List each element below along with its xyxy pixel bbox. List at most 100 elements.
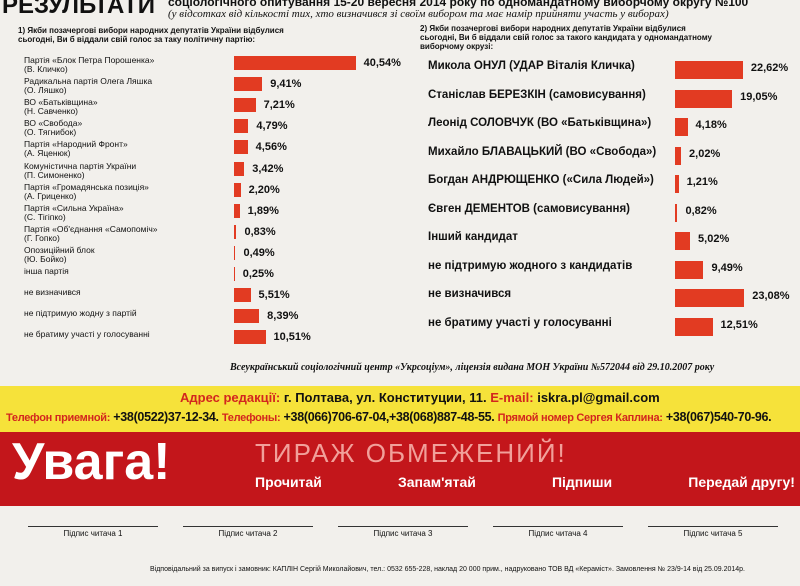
bar	[234, 288, 251, 303]
value-label: 4,79%	[256, 120, 288, 133]
label: Адрес редакції:	[180, 390, 281, 405]
signature: Підпис читача 5	[648, 526, 778, 538]
value-label: 8,39%	[267, 310, 299, 323]
bar	[234, 98, 256, 113]
category-label: Богдан АНДРЮЩЕНКО («Сила Людей»)	[428, 174, 654, 186]
value-label: 0,49%	[243, 246, 275, 259]
step: Прочитай	[255, 474, 322, 490]
value-label: 9,41%	[270, 78, 302, 91]
bar	[675, 89, 733, 108]
category-label: Опозиційний блок (Ю. Бойко)	[24, 244, 95, 264]
category-label: Партія «Об'єднання «Самопоміч» (Г. Гопко…	[24, 223, 158, 243]
step: Запам'ятай	[397, 474, 476, 490]
label: Телефон приемной:	[6, 412, 111, 424]
banner: Увага! ТИРАЖ ОБМЕЖЕНИЙ! Прочитай Запам'ят…	[0, 432, 800, 506]
value-label: 5,51%	[258, 289, 290, 302]
bar	[234, 330, 266, 345]
category-label: ВО «Батьківщина» (Н. Савченко)	[24, 97, 98, 117]
value-label: 0,82%	[685, 204, 717, 217]
category-label: Партія «Народний Фронт» (А. Яценюк)	[24, 139, 128, 159]
value-label: 12,51%	[720, 318, 758, 331]
step: Передай другу!	[688, 474, 795, 490]
category-label: інша партія	[24, 266, 69, 276]
category-label: Партія «Сильна Україна» (С. Тігіпко)	[24, 202, 124, 222]
bar	[234, 267, 235, 281]
subtitle: соціологічного опитування 15-20 вересня …	[168, 0, 749, 9]
value-label: 9,49%	[711, 261, 743, 274]
bar	[234, 245, 236, 260]
bar	[675, 118, 688, 136]
chart-title: 1) Якби позачергові вибори народних депу…	[18, 26, 284, 44]
category-label: Леонід СОЛОВЧУК (ВО «Батьківщина»)	[428, 117, 652, 129]
bar	[675, 289, 745, 307]
steps: Прочитай Запам'ятай Підпиши Передай другу!	[255, 474, 795, 490]
phone: +38(066)706-67-04,+38(068)887-48-55.	[283, 410, 495, 424]
bar	[234, 56, 356, 70]
value-label: 19,05%	[740, 90, 778, 103]
value-label: 2,20%	[248, 183, 280, 196]
bar	[234, 203, 240, 218]
category-label: Комуністична партія України (П. Симоненк…	[24, 160, 137, 180]
category-label: Станіслав БЕРЕЗКІН (самовисування)	[428, 88, 646, 101]
bar	[234, 309, 260, 324]
category-label: Партія «Громадянська позиція» (А. Грицен…	[24, 181, 149, 201]
value-label: 22,62%	[750, 62, 789, 74]
value-label: 10,51%	[273, 331, 311, 344]
banner-limited: ТИРАЖ ОБМЕЖЕНИЙ!	[255, 438, 567, 468]
bar	[675, 146, 682, 165]
signature: Підпис читача 1	[28, 526, 158, 538]
label: Телефоны:	[221, 412, 281, 424]
value-label: 40,54%	[363, 57, 401, 69]
category-label: не визначився	[24, 287, 81, 298]
banner-title: Увага!	[12, 433, 171, 491]
bar	[675, 61, 743, 79]
category-label: Партія «Блок Петра Порошенка» (В. Кличко…	[24, 55, 155, 74]
bar	[675, 232, 691, 250]
address-line: Адрес редакції: г. Полтава, ул. Конститу…	[180, 390, 660, 405]
value-label: 1,89%	[247, 204, 279, 217]
category-label: ВО «Свобода» (О. Тягнибок)	[24, 118, 83, 138]
value-label: 4,18%	[695, 119, 727, 131]
value-label: 0,83%	[244, 225, 276, 238]
category-label: не підтримую жодного з кандидатів	[428, 259, 633, 272]
title: РЕЗУЛЬТАТИ	[2, 0, 156, 19]
value-label: 4,56%	[255, 141, 287, 154]
bar	[234, 140, 248, 155]
value-label: 0,25%	[242, 268, 274, 280]
footer: Відповідальний за випуск і замовник: КАП…	[150, 566, 745, 573]
step: Підпиши	[551, 474, 613, 490]
category-label: не визначився	[428, 288, 512, 300]
bar	[234, 182, 241, 197]
value-label: 1,21%	[686, 176, 718, 188]
signature: Підпис читача 3	[338, 526, 468, 538]
category-label: не братиму участі у голосуванні	[24, 329, 150, 340]
category-label: Інший кандидат	[428, 231, 518, 243]
bar	[675, 175, 679, 193]
value-label: 5,02%	[698, 233, 730, 245]
category-label: Микола ОНУЛ (УДАР Віталія Кличка)	[428, 60, 635, 72]
value-label: 7,21%	[263, 99, 295, 112]
category-label: Михайло БЛАВАЦЬКИЙ (ВО «Свобода»)	[428, 145, 657, 158]
email: iskra.pl@gmail.com	[537, 390, 660, 405]
value-label: 2,02%	[689, 147, 721, 160]
label: E-mail:	[490, 390, 534, 405]
bar	[675, 203, 678, 222]
signature: Підпис читача 2	[183, 526, 313, 538]
label: Прямой номер Сергея Каплина:	[497, 412, 663, 424]
bar	[234, 161, 245, 176]
category-label: не братиму участі у голосуванні	[428, 316, 612, 329]
bar	[234, 224, 237, 239]
signature: Підпис читача 4	[493, 526, 623, 538]
bar	[234, 77, 263, 92]
value-label: 23,08%	[752, 290, 790, 302]
chart-title: 2) Якби позачергові вибори народних депу…	[420, 24, 712, 51]
phone: +38(067)540-70-96.	[665, 410, 772, 424]
note: (у відсотках від кількості тих, хто визн…	[168, 8, 669, 20]
bar	[675, 260, 704, 279]
contacts: Адрес редакції: г. Полтава, ул. Конститу…	[0, 386, 800, 432]
category-label: Євген ДЕМЕНТОВ (самовисування)	[428, 202, 630, 215]
value-label: 3,42%	[252, 162, 284, 175]
bar	[675, 317, 713, 336]
bar	[234, 119, 249, 134]
